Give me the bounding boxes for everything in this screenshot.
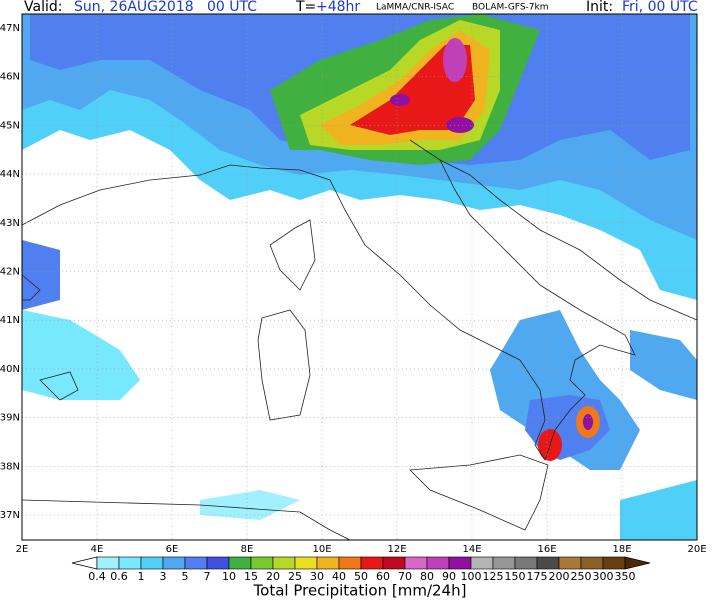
colorbar-over [624,556,651,570]
coastlines [21,139,698,541]
lon-label: 4E [91,544,104,555]
colorbar-swatch [492,556,516,570]
colorbar-swatch [118,556,142,570]
colorbar-label: 40 [332,570,346,583]
colorbar-label: 0.6 [110,570,128,583]
colorbar-label: 70 [398,570,412,583]
colorbar-swatch [228,556,252,570]
colorbar-swatch [602,556,626,570]
colorbar: 0.4 0.6 1 3 5 7 10 15 20 25 30 40 50 60 70 80 90 100 125 15… [71,556,651,583]
colorbar-label: 15 [244,570,258,583]
lon-label: 12E [387,544,406,555]
colorbar-swatch [536,556,560,570]
map [21,13,698,541]
colorbar-label: 1 [138,570,145,583]
lon-label: 18E [612,544,631,555]
colorbar-label: 90 [442,570,456,583]
colorbar-swatch [184,556,208,570]
lat-label: 46N [0,72,20,83]
lon-label: 2E [16,544,29,555]
init-label: Init: [586,0,613,15]
colorbar-title: Total Precipitation [mm/24h] [253,582,467,600]
colorbar-swatch [206,556,230,570]
lat-label: 45N [0,120,20,131]
colorbar-label: 10 [222,570,236,583]
colorbar-swatch [360,556,384,570]
colorbar-swatch [316,556,340,570]
colorbar-label: 7 [204,570,211,583]
colorbar-label: 60 [376,570,390,583]
colorbar-swatch [338,556,362,570]
colorbar-label: 80 [420,570,434,583]
lon-label: 6E [166,544,179,555]
colorbar-label: 50 [354,570,368,583]
colorbar-swatch [162,556,186,570]
colorbar-label: 100 [461,570,482,583]
colorbar-label: 5 [182,570,189,583]
colorbar-swatch [382,556,406,570]
lat-label: 40N [0,364,20,375]
colorbar-swatch [470,556,494,570]
colorbar-swatch [558,556,582,570]
colorbar-swatch [140,556,164,570]
valid-value: Sun, 26AUG2018 00 UTC [74,0,257,15]
model: BOLAM-GFS-7km [472,3,548,13]
lat-label: 42N [0,267,20,278]
precipitation-field [22,14,697,540]
source: LaMMA/CNR-ISAC [376,3,454,13]
lon-label: 16E [537,544,556,555]
lat-label: 37N [0,510,20,521]
colorbar-label: 0.4 [88,570,106,583]
colorbar-swatch [294,556,318,570]
lead-label: T= [295,0,316,15]
lead-value: +48hr [316,0,360,15]
colorbar-under [71,556,98,570]
colorbar-swatch [250,556,274,570]
colorbar-label: 20 [266,570,280,583]
lon-label: 8E [241,544,254,555]
colorbar-swatch [272,556,296,570]
colorbar-swatch [514,556,538,570]
colorbar-label: 175 [527,570,548,583]
lat-label: 39N [0,413,20,424]
colorbar-label: 30 [310,570,324,583]
colorbar-label: 300 [593,570,614,583]
colorbar-swatch [448,556,472,570]
lat-label: 47N [0,23,20,34]
colorbar-label: 350 [615,570,636,583]
colorbar-swatch [404,556,428,570]
lon-label: 10E [312,544,331,555]
lon-label: 20E [687,544,706,555]
colorbar-swatch [96,556,120,570]
lat-label: 41N [0,315,20,326]
colorbar-label: 25 [288,570,302,583]
lat-label: 43N [0,218,20,229]
init-value: Fri, 00 UTC [622,0,698,15]
map-frame [21,13,698,541]
colorbar-label: 125 [483,570,504,583]
valid-label: Valid: [24,0,62,15]
colorbar-label: 250 [571,570,592,583]
lat-label: 38N [0,461,20,472]
colorbar-swatch [580,556,604,570]
colorbar-label: 150 [505,570,526,583]
colorbar-label: 3 [160,570,167,583]
lon-label: 14E [462,544,481,555]
graticule [22,14,697,540]
colorbar-swatch [426,556,450,570]
lat-label: 44N [0,169,20,180]
colorbar-label: 200 [549,570,570,583]
